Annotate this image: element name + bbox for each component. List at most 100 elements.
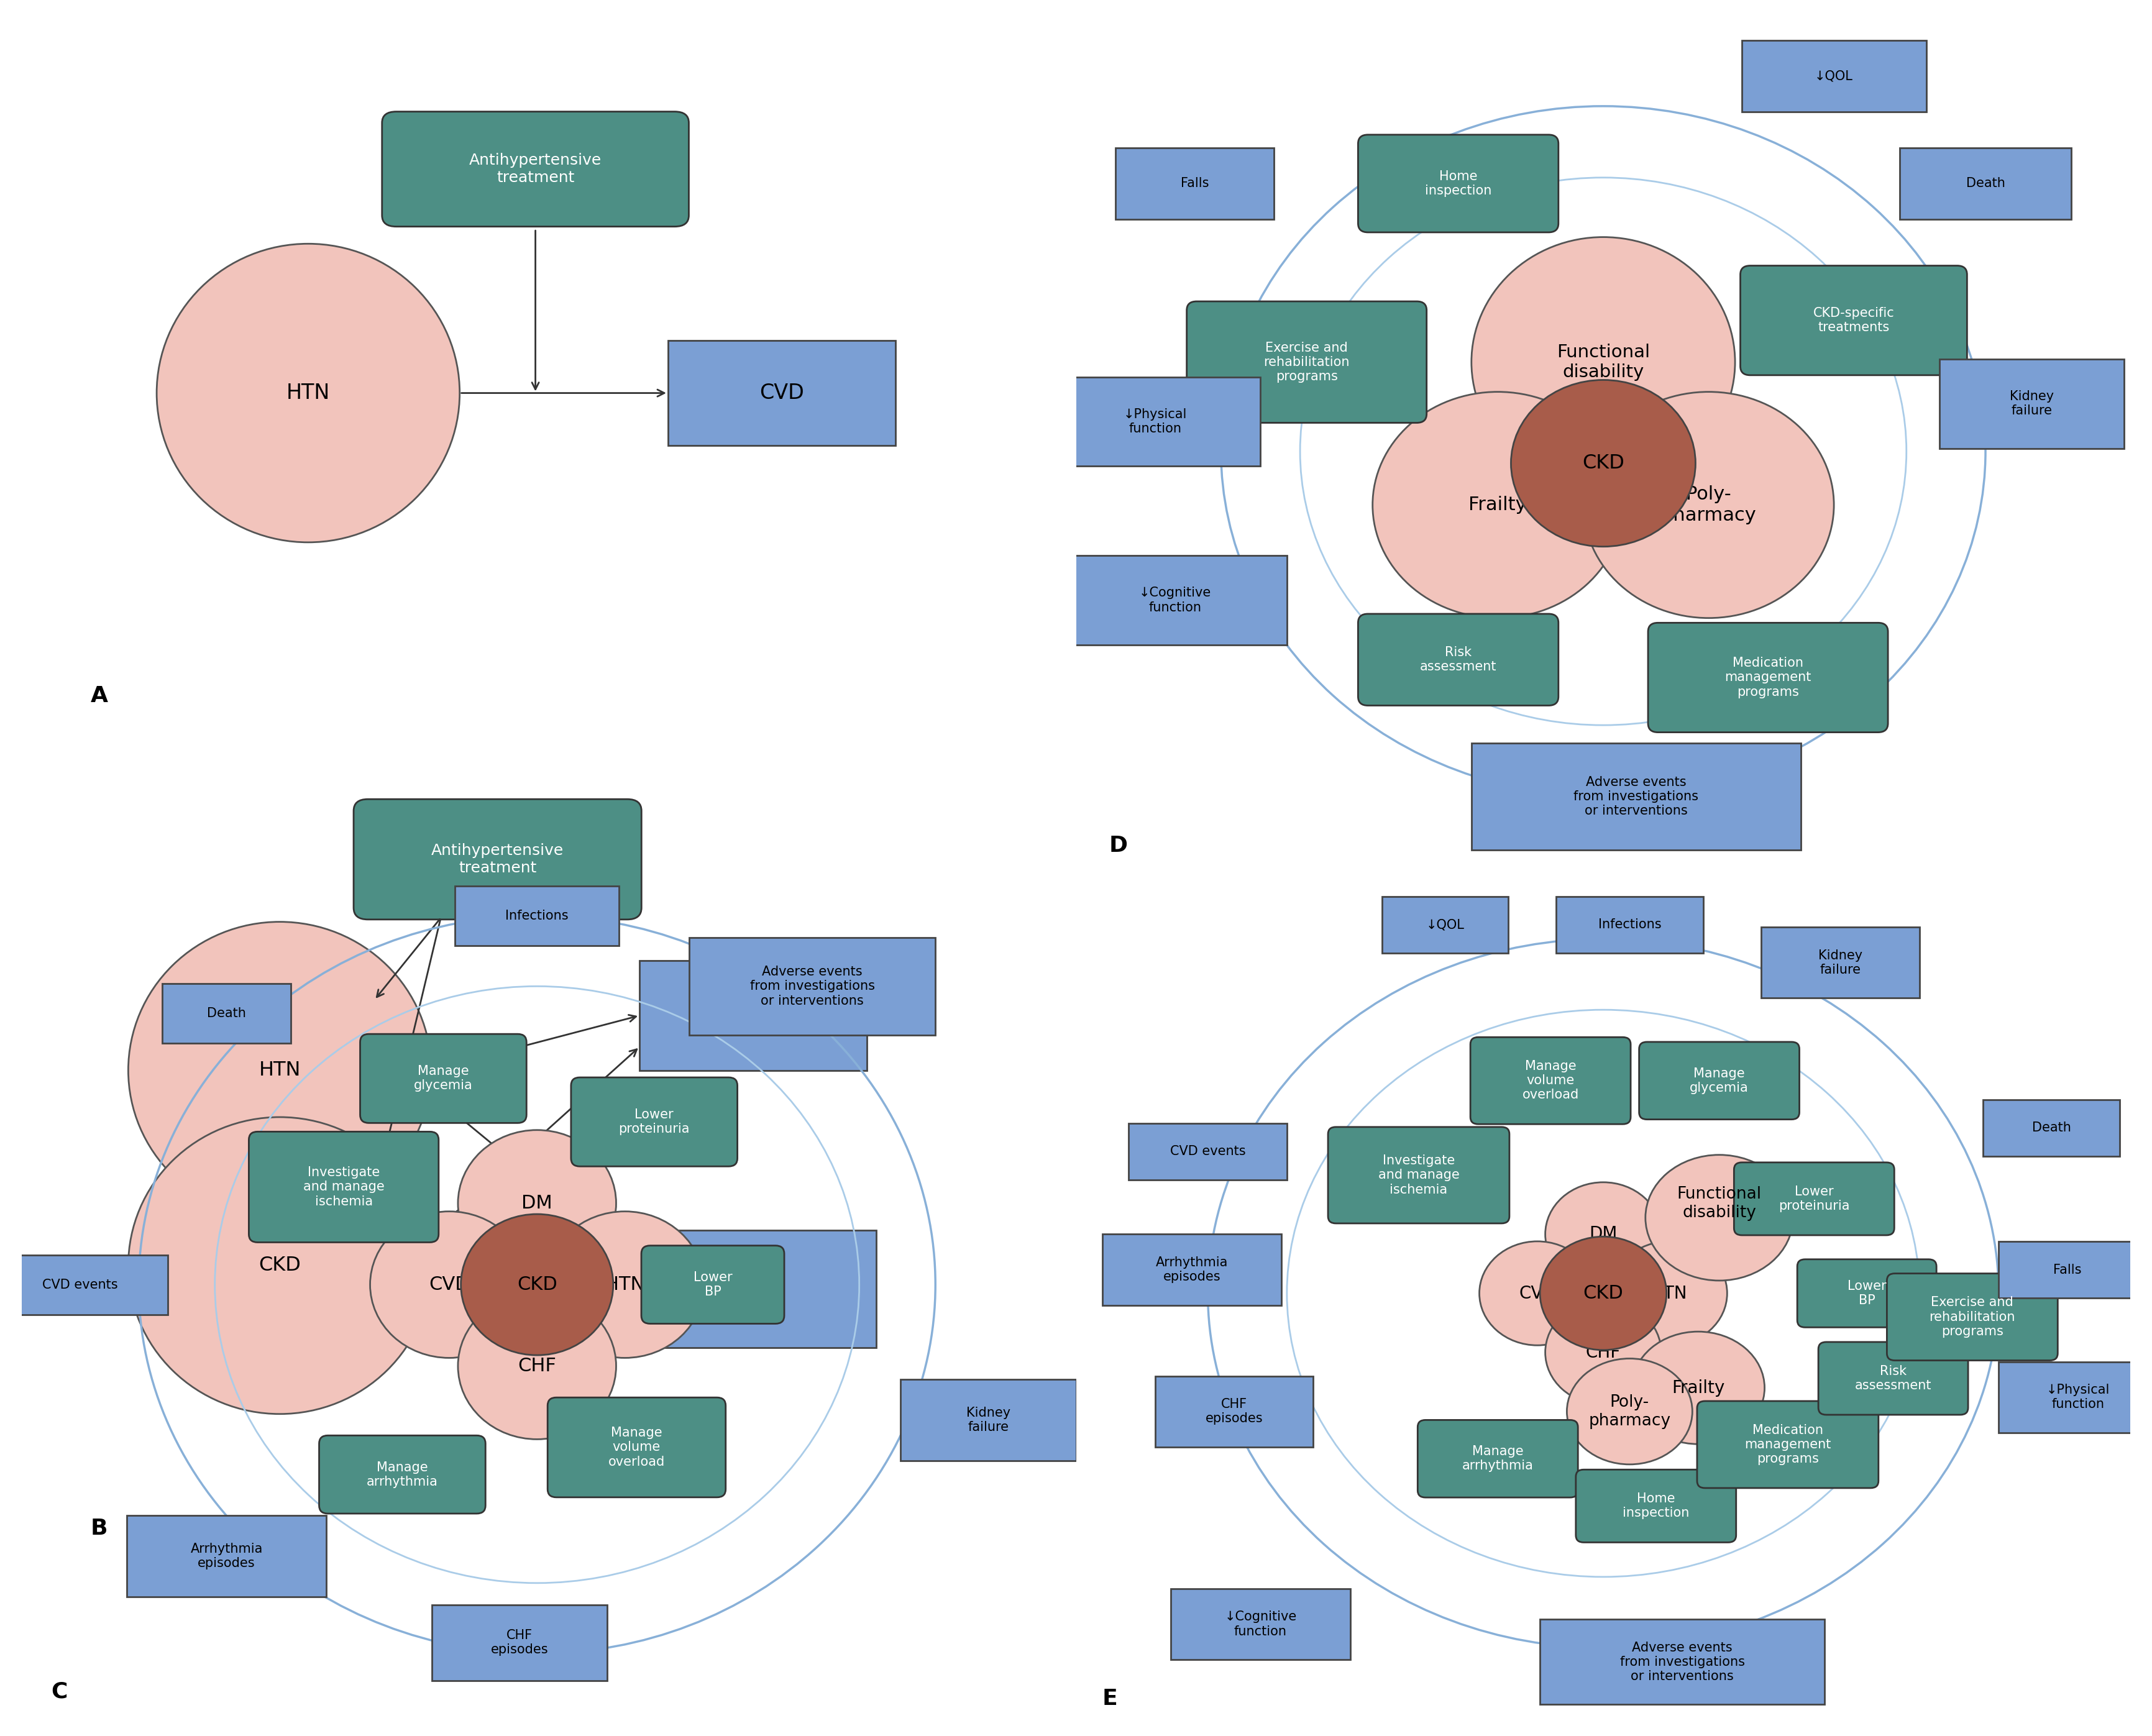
Text: Risk
assessment: Risk assessment (1855, 1364, 1932, 1392)
Text: Lower
proteinuria: Lower proteinuria (1778, 1186, 1851, 1212)
Text: CKD: CKD (1582, 453, 1625, 472)
Ellipse shape (547, 1212, 704, 1358)
FancyBboxPatch shape (383, 111, 689, 227)
Ellipse shape (1541, 1236, 1666, 1351)
Text: ↓Physical
function: ↓Physical function (2047, 1384, 2109, 1411)
Text: CVD: CVD (428, 1276, 469, 1293)
Ellipse shape (1584, 392, 1834, 618)
FancyBboxPatch shape (353, 799, 641, 920)
Text: ↓Cognitive
function: ↓Cognitive function (1138, 587, 1212, 613)
Ellipse shape (458, 1130, 615, 1276)
FancyBboxPatch shape (547, 1397, 725, 1496)
Text: C: C (52, 1680, 67, 1703)
Text: Poly-
pharmacy: Poly- pharmacy (1661, 486, 1756, 524)
Text: CVD: CVD (760, 382, 805, 403)
FancyBboxPatch shape (631, 1231, 876, 1347)
Text: E: E (1102, 1687, 1117, 1710)
Text: B: B (90, 1517, 108, 1538)
Text: Functional
disability: Functional disability (1676, 1186, 1762, 1220)
FancyBboxPatch shape (667, 340, 895, 446)
Text: Kidney
failure: Kidney failure (2010, 391, 2053, 417)
Text: CVD: CVD (732, 1005, 775, 1026)
FancyBboxPatch shape (1797, 1259, 1937, 1328)
FancyBboxPatch shape (250, 1132, 439, 1243)
Ellipse shape (1478, 1241, 1595, 1345)
Text: Death: Death (1967, 177, 2006, 189)
FancyBboxPatch shape (1472, 743, 1801, 851)
Text: Functional
disability: Functional disability (1556, 344, 1651, 380)
Text: Falls: Falls (1181, 177, 1209, 189)
Text: Death: Death (2031, 1121, 2070, 1134)
FancyBboxPatch shape (1171, 1588, 1349, 1660)
FancyBboxPatch shape (900, 1380, 1076, 1462)
Text: CHF: CHF (519, 1358, 555, 1375)
Text: Investigate
and manage
ischemia: Investigate and manage ischemia (1377, 1154, 1459, 1196)
FancyBboxPatch shape (1115, 148, 1274, 219)
Ellipse shape (1567, 1359, 1691, 1465)
Text: Adverse events
from investigations
or interventions: Adverse events from investigations or in… (749, 965, 876, 1007)
Text: CVD: CVD (1519, 1285, 1556, 1302)
FancyBboxPatch shape (570, 1078, 738, 1167)
FancyBboxPatch shape (433, 1604, 607, 1680)
Text: Kidney
failure: Kidney failure (1818, 950, 1864, 976)
Text: HTN: HTN (605, 1276, 646, 1293)
Text: CHF
episodes: CHF episodes (491, 1630, 549, 1656)
FancyBboxPatch shape (641, 1246, 783, 1323)
Text: Kidney
failure: Kidney failure (721, 1269, 785, 1309)
Text: ↓Physical
function: ↓Physical function (1123, 408, 1188, 436)
Text: Medication
management
programs: Medication management programs (1724, 656, 1812, 698)
Text: Kidney
failure: Kidney failure (966, 1406, 1009, 1434)
FancyBboxPatch shape (639, 962, 867, 1069)
Text: Manage
glycemia: Manage glycemia (413, 1066, 473, 1092)
Text: ↓Cognitive
function: ↓Cognitive function (1224, 1611, 1298, 1637)
Text: Antihypertensive
treatment: Antihypertensive treatment (469, 153, 603, 186)
Ellipse shape (1511, 380, 1696, 547)
Text: Lower
BP: Lower BP (693, 1271, 732, 1299)
Ellipse shape (1373, 392, 1623, 618)
Text: CHF
episodes: CHF episodes (1205, 1397, 1263, 1425)
Text: Arrhythmia
episodes: Arrhythmia episodes (189, 1543, 263, 1569)
Text: Infections: Infections (1599, 918, 1661, 930)
Text: Exercise and
rehabilitation
programs: Exercise and rehabilitation programs (1263, 342, 1349, 382)
Ellipse shape (1472, 238, 1735, 488)
FancyBboxPatch shape (1418, 1420, 1577, 1498)
FancyBboxPatch shape (1698, 1401, 1879, 1488)
FancyBboxPatch shape (1358, 615, 1558, 705)
Text: Lower
BP: Lower BP (1846, 1279, 1887, 1307)
FancyBboxPatch shape (689, 937, 936, 1035)
FancyBboxPatch shape (1982, 1099, 2120, 1156)
Text: Home
inspection: Home inspection (1623, 1493, 1689, 1519)
FancyBboxPatch shape (1887, 1274, 2057, 1361)
Text: Manage
glycemia: Manage glycemia (1689, 1068, 1750, 1094)
FancyBboxPatch shape (1382, 896, 1509, 953)
Text: Adverse events
from investigations
or interventions: Adverse events from investigations or in… (1620, 1641, 1745, 1682)
Ellipse shape (1631, 1332, 1765, 1444)
Text: Manage
volume
overload: Manage volume overload (1521, 1061, 1580, 1101)
Text: CKD: CKD (516, 1276, 557, 1293)
Text: HTN: HTN (1651, 1285, 1687, 1302)
Ellipse shape (1646, 1154, 1793, 1281)
Text: D: D (1108, 835, 1128, 856)
Text: Frailty: Frailty (1672, 1378, 1724, 1396)
Text: DM: DM (521, 1194, 553, 1212)
Text: CHF: CHF (1586, 1344, 1620, 1361)
Text: HTN: HTN (258, 1061, 301, 1080)
Text: CKD: CKD (258, 1255, 301, 1276)
FancyBboxPatch shape (1760, 927, 1920, 998)
Text: CKD: CKD (1584, 1285, 1623, 1302)
Text: Manage
volume
overload: Manage volume overload (609, 1427, 665, 1469)
Ellipse shape (157, 243, 461, 542)
Text: CKD-specific
treatments: CKD-specific treatments (1812, 307, 1894, 333)
Text: DM: DM (1588, 1226, 1618, 1243)
Text: Arrhythmia
episodes: Arrhythmia episodes (1156, 1257, 1229, 1283)
FancyBboxPatch shape (161, 984, 291, 1043)
Ellipse shape (1545, 1300, 1661, 1404)
Text: Death: Death (207, 1007, 245, 1019)
Ellipse shape (458, 1293, 615, 1439)
FancyBboxPatch shape (1575, 1470, 1737, 1542)
FancyBboxPatch shape (0, 1255, 168, 1314)
FancyBboxPatch shape (1063, 556, 1287, 644)
Text: CVD events: CVD events (43, 1278, 118, 1292)
Ellipse shape (461, 1213, 613, 1356)
Text: Infections: Infections (506, 910, 568, 922)
